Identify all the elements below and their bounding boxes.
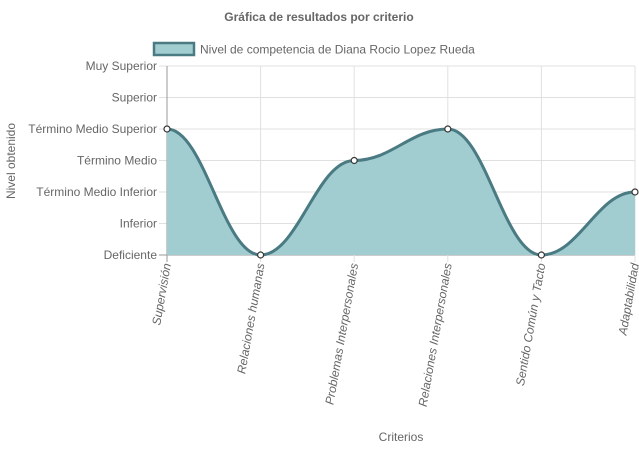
y-tick-label: Término Medio xyxy=(77,154,157,168)
x-axis-title: Criterios xyxy=(379,430,424,444)
legend-label: Nivel de competencia de Diana Rocio Lope… xyxy=(200,43,475,57)
data-point[interactable] xyxy=(350,156,358,165)
x-tick-label: Supervisión xyxy=(149,262,174,327)
x-axis-ticks: Supervisión Relaciones humanas Problemas I… xyxy=(149,262,639,408)
chart-title: Gráfica de resultados por criterio xyxy=(224,10,413,24)
x-tick-label: Relaciones Interpersonales xyxy=(416,262,455,408)
data-point[interactable] xyxy=(537,251,546,259)
x-tick-label: Adaptabilidad xyxy=(615,262,639,337)
x-tick-label: Problemas Interpersonales xyxy=(322,262,361,406)
y-tick-label: Deficiente xyxy=(104,248,158,262)
data-point[interactable] xyxy=(631,188,639,196)
x-tick-label: Relaciones humanas xyxy=(234,262,267,375)
y-tick-label: Inferior xyxy=(120,217,157,231)
series xyxy=(163,125,639,259)
data-point[interactable] xyxy=(163,125,171,133)
x-tick-label: Sentido Común y Tacto xyxy=(513,262,548,387)
legend[interactable]: Nivel de competencia de Diana Rocio Lope… xyxy=(152,41,475,57)
y-tick-label: Término Medio Superior xyxy=(28,122,157,136)
data-point[interactable] xyxy=(444,125,452,133)
y-tick-label: Término Medio Inferior xyxy=(36,185,157,199)
y-axis-title: Nivel obtenido xyxy=(4,123,18,199)
y-tick-label: Muy Superior xyxy=(86,59,157,73)
data-point[interactable] xyxy=(257,251,265,259)
y-tick-label: Superior xyxy=(112,91,157,105)
series-area xyxy=(167,129,635,255)
legend-swatch xyxy=(152,41,196,57)
y-axis-ticks: Deficiente Inferior Término Medio Inferior… xyxy=(28,59,157,262)
